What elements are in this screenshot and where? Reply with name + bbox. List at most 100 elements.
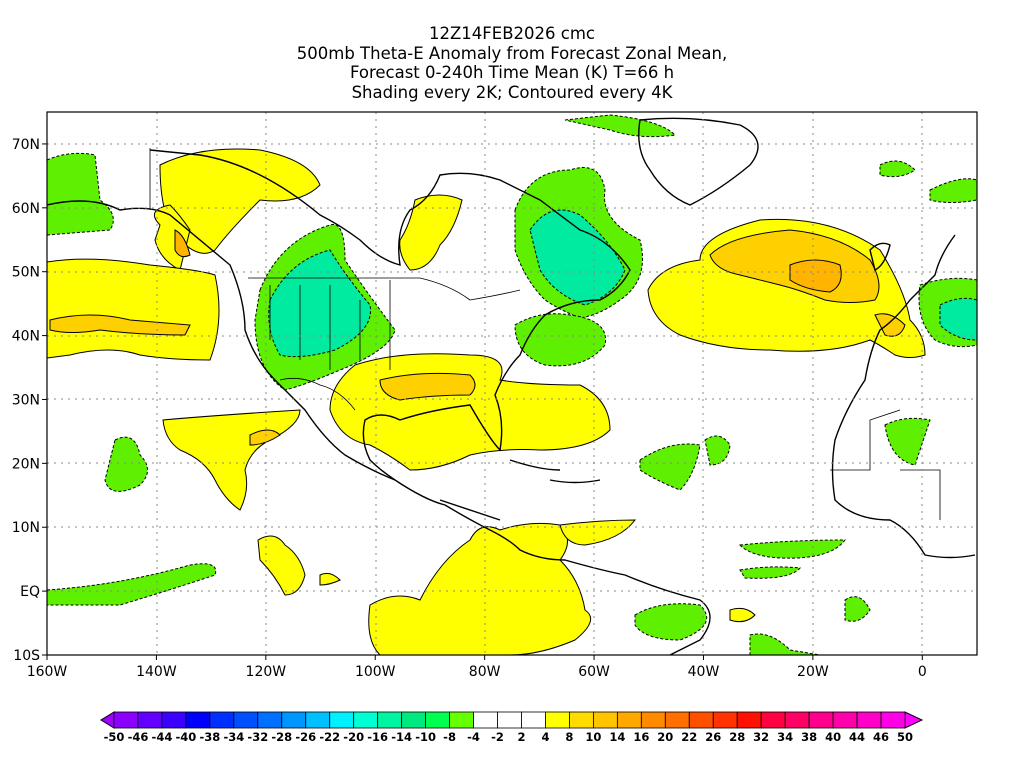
- lon-tick-label: 0: [918, 664, 927, 680]
- colorbar-box: [497, 711, 522, 729]
- latitude-axis: 70N 60N 50N 40N 30N 20N 10N EQ 10S: [12, 137, 47, 664]
- colorbar-label: -26: [295, 730, 316, 744]
- colorbar-box: [760, 711, 786, 729]
- lat-tick-label: 40N: [12, 329, 40, 345]
- lat-tick-label: 50N: [12, 265, 40, 281]
- colorbar-box: [856, 711, 882, 729]
- colorbar-label: 2: [517, 730, 525, 744]
- colorbar-box: [808, 711, 834, 729]
- colorbar-label: 20: [657, 730, 673, 744]
- colorbar-label: 40: [825, 730, 841, 744]
- title-line-1: 12Z14FEB2026 cmc: [429, 24, 595, 43]
- colorbar-label: 26: [705, 730, 721, 744]
- lon-tick-label: 100W: [355, 664, 396, 680]
- colorbar-label: 44: [849, 730, 865, 744]
- colorbar-label: -32: [247, 730, 268, 744]
- colorbar-label: 38: [801, 730, 817, 744]
- title-line-2: 500mb Theta-E Anomaly from Forecast Zona…: [296, 43, 728, 63]
- colorbar-box: [353, 711, 379, 729]
- colorbar-box: [233, 711, 259, 729]
- colorbar-label: 46: [873, 730, 889, 744]
- map-plot-area: [47, 112, 977, 655]
- colorbar-box: [664, 711, 690, 729]
- colorbar-box: [449, 711, 474, 729]
- colorbar-box: [113, 711, 139, 729]
- strong-positive-anomaly-shading: [174, 229, 842, 293]
- political-borders: [149, 148, 941, 520]
- title-line-3: Forecast 0-240h Time Mean (K) T=66 h: [349, 63, 675, 82]
- colorbar-label: -44: [152, 730, 173, 744]
- colorbar-label: -4: [467, 730, 480, 744]
- colorbar-label: -8: [443, 730, 456, 744]
- colorbar-box: [880, 711, 906, 729]
- lon-tick-label: 60W: [578, 664, 610, 680]
- colorbar-label: 16: [633, 730, 649, 744]
- colorbar-label: -20: [343, 730, 364, 744]
- colorbar-box: [688, 711, 714, 729]
- colorbar-label: -10: [415, 730, 436, 744]
- colorbar-label: 4: [541, 730, 549, 744]
- colorbar: -50 -46 -44 -40 -38 -34 -32 -28 -26 -22 -20 -16 -14-…: [100, 711, 924, 744]
- colorbar-label: -50: [104, 730, 125, 744]
- coastlines: [47, 117, 976, 655]
- lat-tick-label: 60N: [12, 201, 40, 217]
- lon-tick-label: 120W: [246, 664, 287, 680]
- colorbar-label: 14: [609, 730, 625, 744]
- lat-tick-label: 10S: [13, 648, 40, 664]
- colorbar-label: 8: [565, 730, 573, 744]
- colorbar-label: -28: [271, 730, 292, 744]
- colorbar-box: [257, 711, 283, 729]
- colorbar-box: [832, 711, 858, 729]
- lat-tick-label: 70N: [12, 137, 40, 153]
- colorbar-low-arrow: [100, 711, 115, 729]
- lat-tick-label: EQ: [20, 584, 40, 600]
- colorbar-label: 22: [681, 730, 697, 744]
- strong-negative-anomaly-shading: [268, 209, 977, 358]
- colorbar-box: [736, 711, 762, 729]
- lat-tick-label: 30N: [12, 392, 40, 408]
- colorbar-label: -22: [319, 730, 340, 744]
- lon-tick-label: 20W: [797, 664, 829, 680]
- map-frame: [46, 111, 978, 656]
- colorbar-box: [640, 711, 666, 729]
- lon-tick-label: 40W: [688, 664, 720, 680]
- colorbar-box: [784, 711, 810, 729]
- colorbar-label: -38: [199, 730, 220, 744]
- lon-tick-label: 80W: [469, 664, 501, 680]
- colorbar-box: [209, 711, 235, 729]
- colorbar-box: [592, 711, 618, 729]
- colorbar-box: [521, 711, 546, 729]
- colorbar-label: -34: [223, 730, 244, 744]
- chart-title: 12Z14FEB2026 cmc 500mb Theta-E Anomaly f…: [0, 24, 1024, 102]
- colorbar-label: 32: [753, 730, 769, 744]
- colorbar-box: [137, 711, 163, 729]
- lat-tick-label: 10N: [12, 520, 40, 536]
- colorbar-label: -40: [176, 730, 197, 744]
- colorbar-box: [185, 711, 211, 729]
- colorbar-box: [329, 711, 355, 729]
- colorbar-box: [616, 711, 642, 729]
- colorbar-box: [712, 711, 738, 729]
- lon-tick-label: 160W: [27, 664, 68, 680]
- colorbar-box: [377, 711, 403, 729]
- colorbar-box: [281, 711, 307, 729]
- colorbar-label: -2: [491, 730, 504, 744]
- lat-tick-label: 20N: [12, 456, 40, 472]
- colorbar-box: [545, 711, 570, 729]
- colorbar-label: -16: [367, 730, 388, 744]
- colorbar-label: 28: [729, 730, 745, 744]
- colorbar-box: [401, 711, 427, 729]
- colorbar-label: 34: [777, 730, 793, 744]
- colorbar-label: 50: [897, 730, 913, 744]
- lon-tick-label: 140W: [136, 664, 177, 680]
- colorbar-box: [305, 711, 331, 729]
- colorbar-label: -46: [128, 730, 149, 744]
- colorbar-box: [161, 711, 187, 729]
- colorbar-label: -14: [391, 730, 412, 744]
- colorbar-box: [473, 711, 498, 729]
- longitude-axis: 160W 140W 120W 100W 80W 60W 40W 20W 0: [27, 655, 927, 680]
- title-line-4: Shading every 2K; Contoured every 4K: [351, 82, 673, 102]
- colorbar-box: [425, 711, 450, 729]
- colorbar-label: 10: [585, 730, 601, 744]
